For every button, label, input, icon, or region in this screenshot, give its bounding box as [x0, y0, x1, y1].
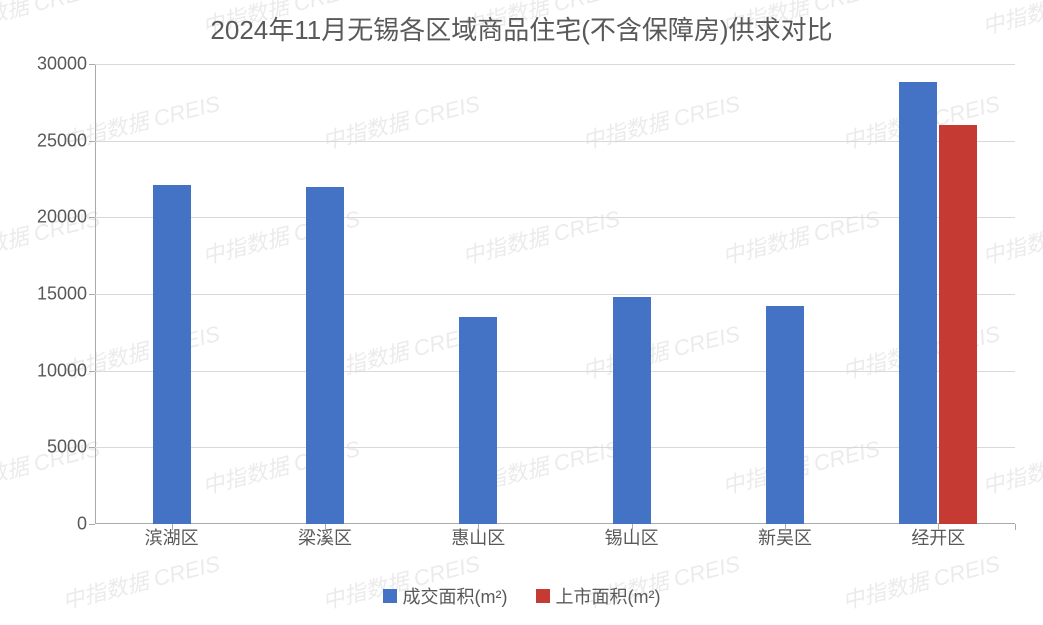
legend-item: 成交面积(m²)	[383, 583, 508, 609]
x-tick-mark	[632, 524, 633, 530]
category-group	[555, 297, 708, 524]
bar-series-1	[459, 317, 497, 524]
gridline	[95, 64, 1015, 65]
x-tick-mark	[172, 524, 173, 530]
legend-swatch	[383, 589, 397, 603]
x-tick-mark	[325, 524, 326, 530]
y-tick-label: 20000	[37, 207, 87, 228]
legend: 成交面积(m²) 上市面积(m²)	[0, 583, 1043, 609]
chart-title: 2024年11月无锡各区域商品住宅(不含保障房)供求对比	[0, 10, 1043, 47]
y-tick-label: 15000	[37, 284, 87, 305]
x-tick-mark	[785, 524, 786, 530]
y-tick-label: 10000	[37, 360, 87, 381]
y-axis-labels: 050001000015000200002500030000	[0, 64, 95, 524]
category-group	[248, 187, 401, 524]
category-group	[862, 82, 1015, 524]
bar-series-1	[613, 297, 651, 524]
y-tick-label: 5000	[47, 437, 87, 458]
legend-swatch	[536, 589, 550, 603]
plot-area: 滨湖区梁溪区惠山区锡山区新吴区经开区	[95, 64, 1015, 524]
y-tick-label: 25000	[37, 130, 87, 151]
category-group	[95, 185, 248, 524]
x-tick-mark	[1015, 524, 1016, 530]
bar-series-1	[306, 187, 344, 524]
bar-series-1	[899, 82, 937, 524]
chart-container: 中指数据 CREIS中指数据 CREIS中指数据 CREIS中指数据 CREIS…	[0, 0, 1043, 625]
bar-series-1	[153, 185, 191, 524]
x-tick-mark	[478, 524, 479, 530]
y-tick-label: 0	[77, 514, 87, 535]
legend-label: 成交面积(m²)	[403, 583, 508, 609]
category-group	[708, 306, 861, 524]
x-tick-mark	[938, 524, 939, 530]
legend-item: 上市面积(m²)	[536, 583, 661, 609]
category-group	[402, 317, 555, 524]
bar-series-2	[939, 125, 977, 524]
y-tick-label: 30000	[37, 54, 87, 75]
legend-label: 上市面积(m²)	[556, 583, 661, 609]
bar-series-1	[766, 306, 804, 524]
